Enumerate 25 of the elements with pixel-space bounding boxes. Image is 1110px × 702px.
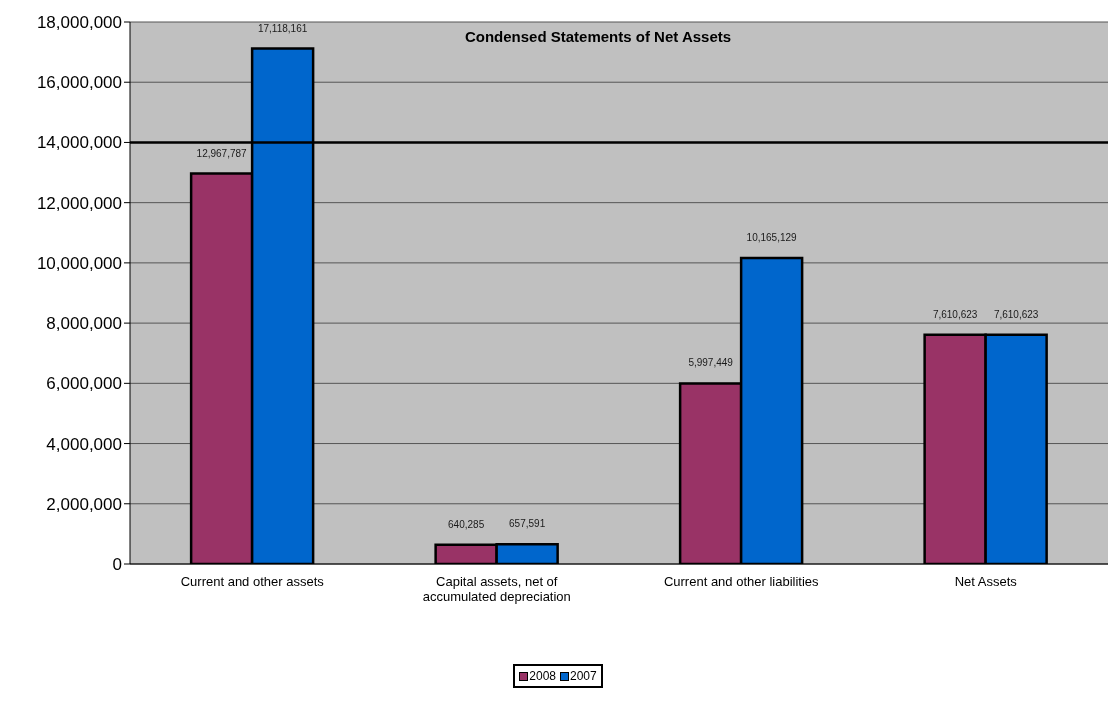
x-tick-label: Current and other assets (180, 574, 325, 589)
data-label: 657,591 (509, 518, 546, 530)
x-tick-label: Current and other liabilities (663, 574, 820, 589)
y-tick-label: 18,000,000 (36, 13, 122, 33)
x-tick-label: Capital assets, net of accumulated depreciation (422, 574, 571, 604)
data-label: 7,610,623 (932, 308, 978, 320)
y-tick-label: 4,000,000 (46, 434, 122, 454)
y-tick-label: 6,000,000 (46, 374, 122, 394)
data-label: 5,997,449 (688, 357, 734, 369)
data-label: 10,165,129 (746, 231, 798, 243)
y-tick-label: 10,000,000 (36, 253, 122, 273)
legend-label: 2007 (569, 669, 597, 683)
data-label: 640,285 (448, 518, 485, 530)
y-tick-label: 16,000,000 (36, 73, 122, 93)
legend-label: 2008 (528, 669, 556, 683)
y-tick-label: 8,000,000 (46, 314, 122, 334)
x-tick-label: Net Assets (954, 574, 1018, 589)
y-tick-label: 0 (112, 555, 122, 575)
chart-title: Condensed Statements of Net Assets (464, 28, 732, 45)
data-label: 12,967,787 (196, 147, 248, 159)
y-tick-label: 2,000,000 (46, 494, 122, 514)
y-tick-label: 12,000,000 (36, 193, 122, 213)
data-label: 17,118,161 (257, 22, 308, 34)
y-tick-label: 14,000,000 (36, 133, 122, 153)
data-label: 7,610,623 (993, 308, 1039, 320)
